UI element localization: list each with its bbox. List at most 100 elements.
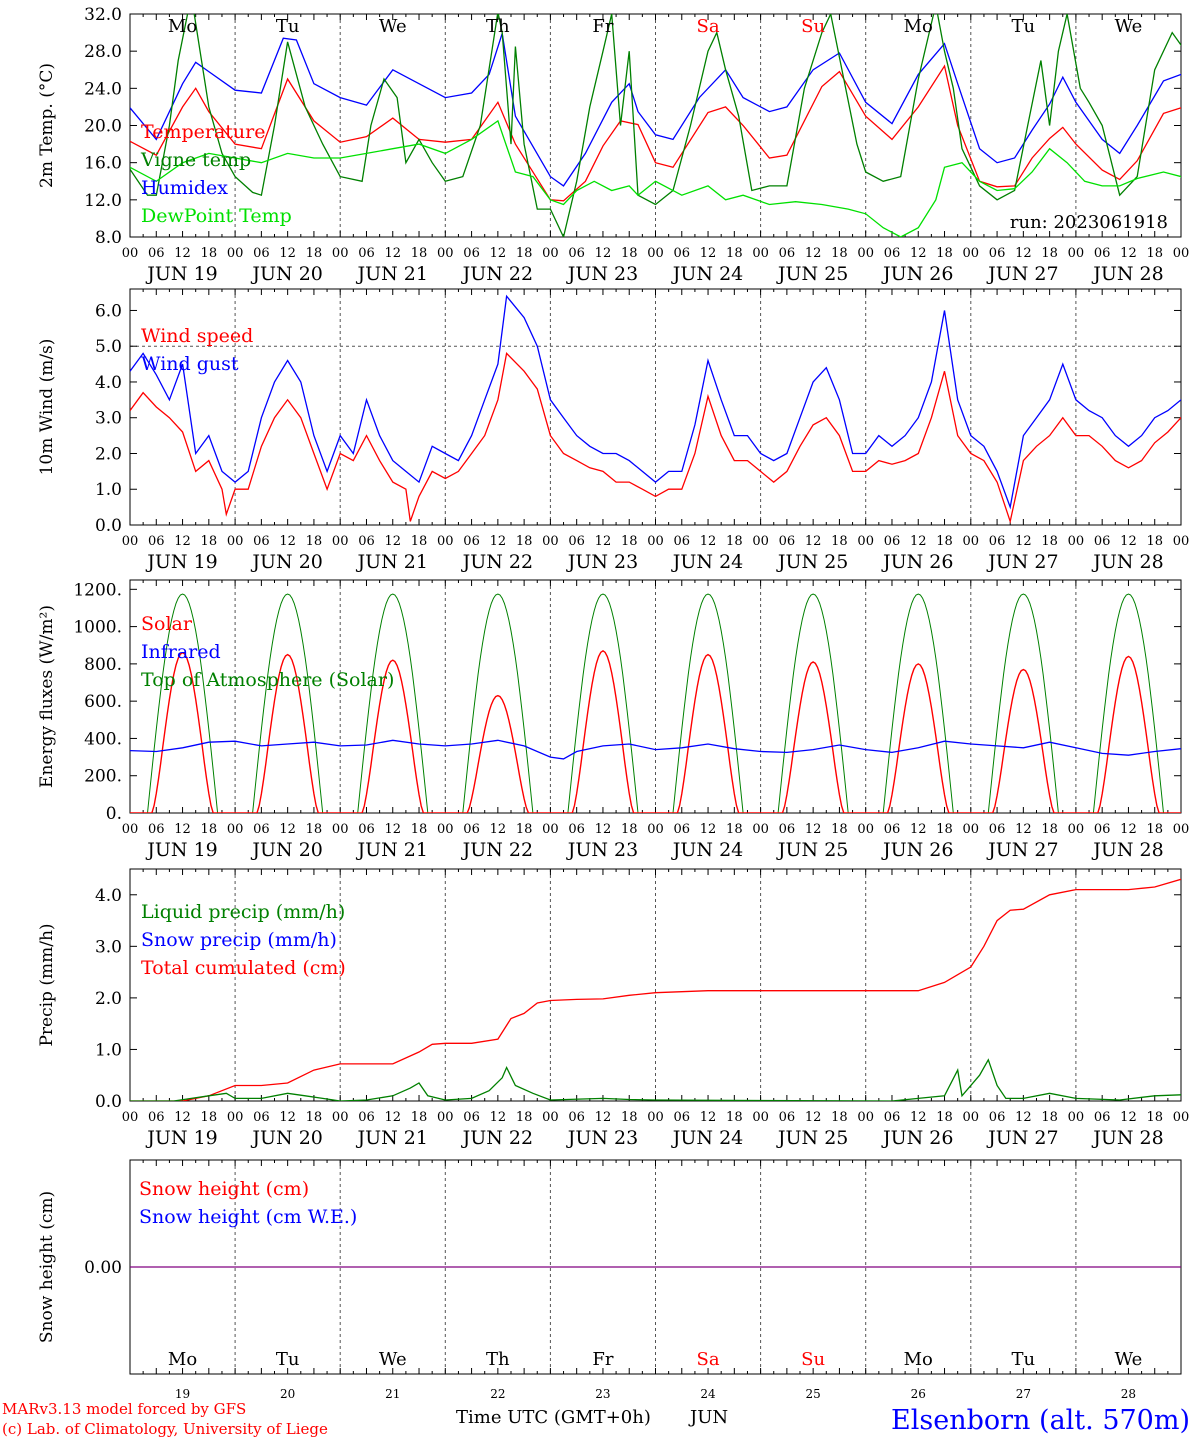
hour-tick-label: 12 [805, 534, 822, 549]
date-label: JUN 19 [145, 839, 217, 861]
date-label: JUN 23 [566, 263, 638, 285]
model-credit: MARv3.13 model forced by GFS [2, 1400, 246, 1418]
y-tick-label: 16.0 [84, 154, 122, 174]
hour-tick-label: 12 [1015, 1110, 1032, 1125]
y-axis-label: Precip (mm/h) [37, 923, 57, 1046]
hour-tick-label: 18 [726, 246, 743, 261]
weekday-label: Th [486, 16, 510, 37]
hour-tick-label: 12 [384, 246, 401, 261]
hour-tick-label: 18 [1146, 822, 1163, 837]
hour-tick-label: 00 [122, 246, 139, 261]
y-tick-label: 600. [84, 692, 122, 712]
station-name: Elsenborn (alt. 570m) [891, 1405, 1190, 1436]
y-tick-label: 0. [106, 804, 122, 824]
hour-tick-label: 00 [542, 246, 559, 261]
y-tick-label: 4.0 [95, 886, 122, 906]
hour-tick-label: 18 [1041, 534, 1058, 549]
run-label: run: 2023061918 [1010, 212, 1168, 233]
date-label: JUN 28 [1091, 551, 1163, 573]
hour-tick-label: 06 [884, 1110, 901, 1125]
day-number-label: 19 [175, 1387, 190, 1401]
day-number-label: 20 [280, 1387, 295, 1401]
hour-tick-label: 06 [674, 534, 691, 549]
hour-tick-label: 00 [1068, 1110, 1085, 1125]
day-number-label: 28 [1121, 1387, 1136, 1401]
y-tick-label: 2.0 [95, 444, 122, 464]
hour-tick-label: 00 [857, 246, 874, 261]
legend-entry: Infrared [141, 641, 221, 663]
series-line-wind-speed [130, 352, 1181, 524]
hour-tick-label: 06 [148, 534, 165, 549]
hour-tick-label: 00 [437, 534, 454, 549]
y-tick-label: 0.00 [84, 1258, 122, 1278]
plot-area [130, 878, 1181, 1101]
hour-tick-label: 12 [490, 822, 507, 837]
hour-tick-label: 00 [542, 1110, 559, 1125]
y-axis-label: Energy fluxes (W/m²) [37, 605, 57, 788]
date-label: JUN 26 [881, 263, 953, 285]
hour-tick-label: 00 [332, 246, 349, 261]
hour-tick-label: 12 [910, 1110, 927, 1125]
series-line-liquid-precip-mm-h- [130, 1058, 1181, 1101]
hour-tick-label: 06 [884, 534, 901, 549]
hour-tick-label: 06 [253, 822, 270, 837]
hour-tick-label: 18 [411, 822, 428, 837]
date-label: JUN 28 [1091, 839, 1163, 861]
hour-tick-label: 00 [1173, 822, 1190, 837]
hour-tick-label: 06 [253, 246, 270, 261]
plot-area [130, 593, 1181, 813]
hour-tick-label: 00 [227, 246, 244, 261]
hour-tick-label: 18 [201, 246, 218, 261]
weekday-label: Su [801, 16, 825, 37]
hour-tick-label: 12 [279, 822, 296, 837]
hour-tick-label: 06 [463, 822, 480, 837]
hour-tick-label: 12 [910, 534, 927, 549]
panel-snow: 0.00 Snow height (cm) Snow height (cm) Snow… [37, 1159, 1182, 1401]
date-label: JUN 20 [250, 1127, 322, 1149]
hour-tick-label: 06 [989, 534, 1006, 549]
weekday-label: Th [486, 1349, 510, 1370]
panel-precip: 0.0 1.0 2.0 3.0 4.0 Precip (mm/h) 00 06 12 18 00 06… [37, 868, 1190, 1149]
hour-tick-label: 12 [174, 822, 191, 837]
hour-tick-label: 00 [647, 534, 664, 549]
y-tick-label: 0.0 [95, 1092, 122, 1112]
weekday-label: Mo [168, 1349, 197, 1370]
legend-entry: Liquid precip (mm/h) [141, 901, 345, 923]
hour-tick-label: 18 [306, 246, 323, 261]
hour-tick-label: 12 [1015, 246, 1032, 261]
y-tick-label: 3.0 [95, 937, 122, 957]
date-label: JUN 19 [145, 263, 217, 285]
date-label: JUN 25 [776, 1127, 848, 1149]
hour-tick-label: 06 [779, 1110, 796, 1125]
date-label: JUN 24 [671, 1127, 743, 1149]
hour-tick-label: 12 [490, 246, 507, 261]
series-line-dewpoint-temp [130, 119, 1181, 237]
hour-tick-label: 06 [568, 534, 585, 549]
hour-tick-label: 12 [805, 822, 822, 837]
weekday-label: Tu [1012, 16, 1036, 37]
hour-tick-label: 00 [1173, 1110, 1190, 1125]
weekday-label: Tu [276, 16, 300, 37]
legend-entry: Snow height (cm W.E.) [139, 1206, 357, 1228]
hour-tick-label: 00 [963, 534, 980, 549]
hour-tick-label: 06 [148, 1110, 165, 1125]
hour-tick-label: 00 [752, 1110, 769, 1125]
hour-tick-label: 12 [174, 534, 191, 549]
hour-tick-label: 00 [647, 822, 664, 837]
hour-tick-label: 00 [647, 1110, 664, 1125]
date-label: JUN 24 [671, 263, 743, 285]
legend-entry: DewPoint Temp [141, 205, 292, 227]
hour-tick-label: 12 [700, 246, 717, 261]
hour-tick-label: 12 [1015, 822, 1032, 837]
date-label: JUN 23 [566, 839, 638, 861]
panel-frame [129, 13, 1182, 238]
date-label: JUN 20 [250, 839, 322, 861]
hour-tick-label: 18 [621, 822, 638, 837]
date-label: JUN 26 [881, 839, 953, 861]
hour-tick-label: 18 [936, 534, 953, 549]
y-tick-label: 12.0 [84, 191, 122, 211]
weekday-label: Su [801, 1349, 825, 1370]
institution-credit: (c) Lab. of Climatology, University of L… [2, 1420, 328, 1438]
plot-area [130, 294, 1181, 524]
hour-tick-label: 18 [306, 822, 323, 837]
